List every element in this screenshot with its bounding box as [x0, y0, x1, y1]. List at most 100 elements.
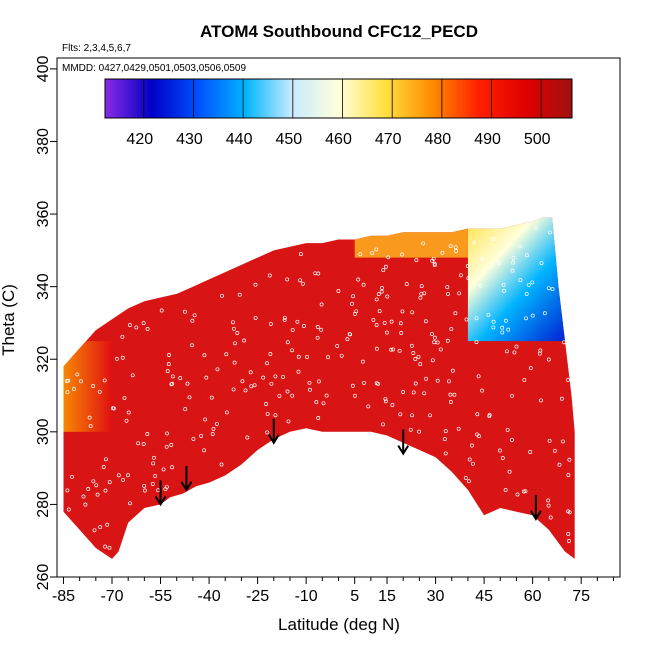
observation-point [448, 392, 453, 397]
observation-point [91, 479, 96, 484]
observation-point [432, 263, 437, 268]
observation-point [191, 436, 196, 441]
x-tick-label: -70 [100, 588, 123, 605]
observation-point [220, 293, 224, 298]
observation-point [313, 271, 318, 276]
observation-point [183, 407, 188, 412]
observation-point [126, 410, 131, 415]
observation-point [150, 481, 155, 486]
observation-point [169, 382, 174, 387]
x-tick-label: 30 [427, 588, 445, 605]
observation-point [547, 438, 552, 443]
observation-point [350, 301, 354, 306]
observation-point [281, 374, 285, 379]
observation-point [557, 462, 562, 467]
observation-point [491, 237, 496, 241]
observation-point [450, 368, 455, 373]
observation-point [386, 255, 391, 260]
observation-point [267, 273, 272, 278]
observation-point [324, 393, 329, 398]
observation-point [559, 396, 564, 401]
observation-point [566, 509, 571, 514]
observation-point [190, 318, 195, 323]
observation-point [453, 311, 458, 316]
y-tick-label: 360 [35, 201, 52, 228]
observation-point [167, 353, 171, 357]
observation-point [151, 461, 156, 466]
observation-point [438, 347, 443, 352]
observation-point [565, 377, 570, 382]
observation-point [170, 465, 175, 470]
colorbar-tick-label: 470 [375, 131, 402, 148]
observation-point [539, 398, 543, 403]
profile-arrow-head [154, 495, 167, 507]
observation-point [122, 395, 127, 400]
observation-point [235, 331, 240, 335]
observation-point [377, 309, 382, 314]
observation-point [491, 319, 496, 324]
observation-point [361, 282, 366, 287]
observation-point [411, 351, 416, 355]
observation-point [187, 395, 192, 400]
observation-point [500, 330, 505, 335]
observation-point [474, 340, 479, 345]
observation-point [345, 337, 350, 342]
observation-point [86, 487, 91, 491]
observation-point [523, 489, 528, 494]
observation-point [110, 406, 115, 411]
observation-point [440, 250, 445, 255]
observation-point [510, 268, 515, 273]
observation-point [264, 402, 269, 406]
observation-point [419, 291, 424, 296]
observation-point [505, 427, 510, 432]
observation-point [88, 424, 93, 429]
observation-point [315, 325, 320, 329]
observation-point [362, 380, 366, 385]
observation-point [204, 375, 209, 380]
observation-point [145, 432, 150, 436]
observation-point [182, 309, 187, 314]
observation-point [103, 544, 108, 549]
observation-point [528, 366, 533, 371]
observation-point [472, 240, 477, 245]
observation-point [358, 252, 363, 257]
observation-point [370, 251, 375, 255]
observation-point [528, 450, 533, 454]
observation-point [384, 330, 389, 335]
observation-point [277, 393, 282, 398]
observation-point [290, 327, 295, 332]
observation-point [389, 319, 394, 324]
observation-point [566, 539, 571, 543]
observation-point [524, 292, 529, 296]
observation-point [546, 503, 551, 508]
observation-point [296, 369, 301, 374]
observation-point [98, 525, 103, 530]
observation-point [114, 356, 119, 361]
observation-point [410, 413, 415, 418]
observation-point [298, 278, 303, 283]
observation-point [539, 261, 544, 266]
observation-point [502, 288, 506, 293]
observation-point [232, 360, 237, 365]
x-tick-label: -85 [52, 588, 75, 605]
observation-point [268, 352, 273, 356]
x-axis: -85 -70 -55 -40 -25 -10 5 15 30 45 60 75 [52, 577, 615, 605]
observation-point [286, 419, 291, 424]
observation-point [124, 418, 129, 423]
observation-point [432, 261, 437, 266]
x-tick-label: 60 [524, 588, 542, 605]
observation-point [371, 317, 376, 322]
observation-point [419, 284, 424, 289]
observation-point [503, 488, 508, 493]
observation-point [567, 457, 572, 462]
observation-point [423, 319, 428, 324]
observation-point [360, 359, 365, 364]
observation-point [474, 316, 479, 321]
observation-point [500, 456, 505, 460]
observation-point [321, 401, 326, 406]
observation-point [530, 313, 535, 318]
observation-point [165, 369, 170, 374]
observation-point [500, 325, 505, 330]
observation-point [507, 469, 512, 474]
